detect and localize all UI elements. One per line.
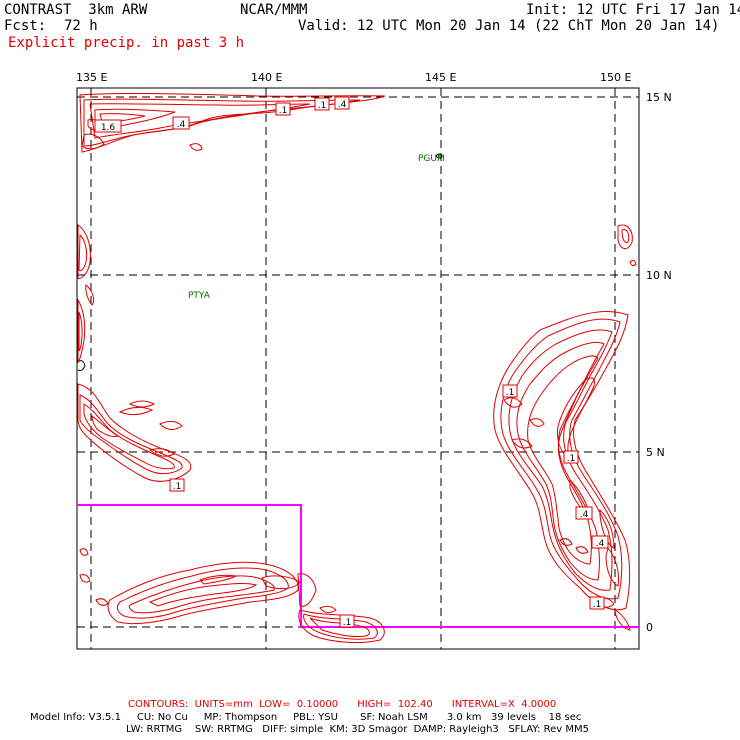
- contour-cluster-west-edge: [77, 224, 95, 364]
- contour-label: .1: [173, 482, 182, 492]
- contour-label: .1: [318, 101, 327, 111]
- contour-label-text: .1 .1 .4 1.6 .4 .1 .1 .1 .4 .4 .1 .1: [101, 100, 605, 628]
- fcst-label: Fcst:: [4, 18, 47, 34]
- lat-label-10n: 10 N: [646, 269, 672, 282]
- valid-time: Valid: 12 UTC Mon 20 Jan 14 (22 ChT Mon …: [298, 18, 720, 34]
- precip-contours: [77, 92, 637, 644]
- lon-label-140: 140 E: [251, 71, 283, 84]
- center-label: NCAR/MMM: [240, 2, 308, 18]
- lat-label-15n: 15 N: [646, 91, 672, 104]
- contour-label: .4: [338, 100, 347, 110]
- model-info-line2: LW: RRTMG SW: RRTMG DIFF: simple KM: 3D …: [126, 724, 589, 735]
- contour-label: .4: [596, 539, 605, 549]
- contour-label: .1: [567, 454, 576, 464]
- lon-label-145: 145 E: [425, 71, 457, 84]
- contour-label: 1.6: [101, 123, 116, 133]
- contour-cluster-southwest: [79, 548, 385, 644]
- contour-label: .1: [593, 600, 602, 610]
- contour-cluster-east: [493, 224, 637, 631]
- model-info-line1: Model Info: V3.5.1 CU: No Cu MP: Thompso…: [30, 712, 582, 723]
- lat-label-5n: 5 N: [646, 446, 665, 459]
- lon-label-135: 135 E: [76, 71, 108, 84]
- coastlines: [77, 96, 470, 371]
- lon-label-150: 150 E: [600, 71, 632, 84]
- fcst-value: 72 h: [64, 18, 98, 34]
- lat-label-0: 0: [646, 621, 653, 634]
- model-title: CONTRAST 3km ARW: [4, 2, 148, 18]
- contour-label: .4: [580, 510, 589, 520]
- map-frame: [76, 87, 640, 650]
- lat-lon-grid: [77, 88, 639, 649]
- station-label-ptya: PTYA: [188, 291, 211, 301]
- inner-domain-boundary: [77, 504, 639, 628]
- contour-label-boxes: [94, 96, 609, 628]
- field-title: Explicit precip. in past 3 h: [8, 35, 245, 51]
- station-label-pgum: PGUM: [418, 154, 445, 164]
- contour-label: .1: [343, 618, 352, 628]
- init-time: Init: 12 UTC Fri 17 Jan 14: [526, 2, 740, 18]
- contour-label: .1: [279, 106, 288, 116]
- contour-label: .1: [506, 388, 515, 398]
- contours-info: CONTOURS: UNITS=mm LOW= 0.10000 HIGH= 10…: [128, 699, 557, 710]
- contour-cluster-west-5n: [77, 383, 192, 482]
- contour-label: .4: [177, 120, 186, 130]
